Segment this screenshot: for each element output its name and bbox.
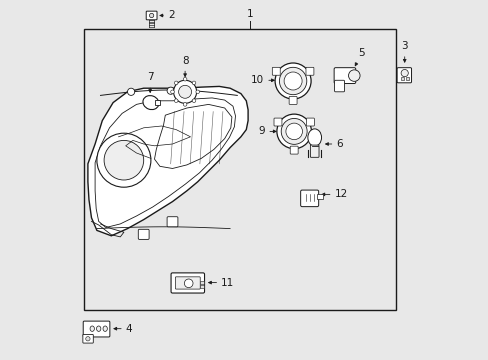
FancyBboxPatch shape bbox=[175, 277, 200, 289]
Circle shape bbox=[192, 81, 195, 85]
FancyBboxPatch shape bbox=[171, 273, 204, 293]
Ellipse shape bbox=[307, 129, 321, 146]
Text: 1: 1 bbox=[246, 9, 253, 19]
Circle shape bbox=[149, 13, 153, 18]
FancyBboxPatch shape bbox=[167, 217, 178, 227]
Circle shape bbox=[170, 90, 174, 94]
Circle shape bbox=[178, 85, 191, 98]
FancyBboxPatch shape bbox=[288, 96, 296, 104]
Text: 8: 8 bbox=[182, 56, 188, 66]
Circle shape bbox=[196, 90, 199, 94]
FancyBboxPatch shape bbox=[273, 118, 282, 126]
FancyBboxPatch shape bbox=[306, 118, 314, 126]
Bar bbox=[317, 194, 322, 199]
Text: 7: 7 bbox=[146, 72, 153, 82]
Ellipse shape bbox=[96, 326, 101, 331]
FancyBboxPatch shape bbox=[138, 229, 149, 239]
FancyBboxPatch shape bbox=[305, 67, 313, 75]
FancyBboxPatch shape bbox=[333, 68, 355, 84]
Circle shape bbox=[183, 77, 186, 81]
Bar bbox=[84, 29, 395, 310]
Circle shape bbox=[279, 67, 306, 95]
Bar bbox=[405, 77, 408, 80]
Polygon shape bbox=[88, 86, 247, 236]
Circle shape bbox=[127, 88, 134, 95]
Text: 3: 3 bbox=[401, 41, 407, 51]
FancyBboxPatch shape bbox=[334, 80, 344, 92]
Text: 9: 9 bbox=[258, 126, 265, 136]
FancyBboxPatch shape bbox=[396, 68, 411, 83]
Text: 11: 11 bbox=[221, 278, 234, 288]
Bar bbox=[401, 77, 404, 80]
Ellipse shape bbox=[103, 326, 107, 331]
Circle shape bbox=[174, 81, 178, 85]
Polygon shape bbox=[154, 104, 231, 168]
FancyBboxPatch shape bbox=[83, 321, 110, 337]
Bar bbox=[200, 281, 203, 284]
Bar bbox=[155, 100, 160, 105]
FancyBboxPatch shape bbox=[310, 145, 318, 157]
Circle shape bbox=[183, 103, 186, 106]
Circle shape bbox=[167, 87, 174, 94]
Circle shape bbox=[97, 133, 151, 187]
FancyBboxPatch shape bbox=[146, 11, 157, 20]
Text: 2: 2 bbox=[167, 10, 174, 21]
Circle shape bbox=[284, 72, 302, 90]
Circle shape bbox=[104, 140, 143, 180]
Text: 10: 10 bbox=[251, 75, 264, 85]
Circle shape bbox=[192, 99, 195, 103]
Circle shape bbox=[348, 70, 359, 81]
Polygon shape bbox=[95, 98, 235, 228]
Text: 6: 6 bbox=[336, 139, 342, 149]
Circle shape bbox=[281, 118, 306, 144]
Text: 12: 12 bbox=[334, 189, 347, 199]
FancyBboxPatch shape bbox=[289, 146, 298, 154]
Text: 5: 5 bbox=[358, 48, 365, 58]
Circle shape bbox=[276, 114, 311, 149]
Text: 4: 4 bbox=[125, 324, 132, 334]
Circle shape bbox=[174, 99, 178, 103]
Ellipse shape bbox=[90, 326, 94, 331]
FancyBboxPatch shape bbox=[82, 334, 93, 343]
Circle shape bbox=[173, 80, 196, 103]
Circle shape bbox=[400, 69, 407, 77]
Circle shape bbox=[285, 123, 302, 140]
Ellipse shape bbox=[142, 96, 159, 109]
Circle shape bbox=[85, 337, 90, 341]
FancyBboxPatch shape bbox=[300, 190, 318, 207]
FancyBboxPatch shape bbox=[272, 67, 280, 75]
Circle shape bbox=[275, 63, 310, 99]
Circle shape bbox=[184, 279, 193, 288]
Bar bbox=[200, 285, 203, 288]
